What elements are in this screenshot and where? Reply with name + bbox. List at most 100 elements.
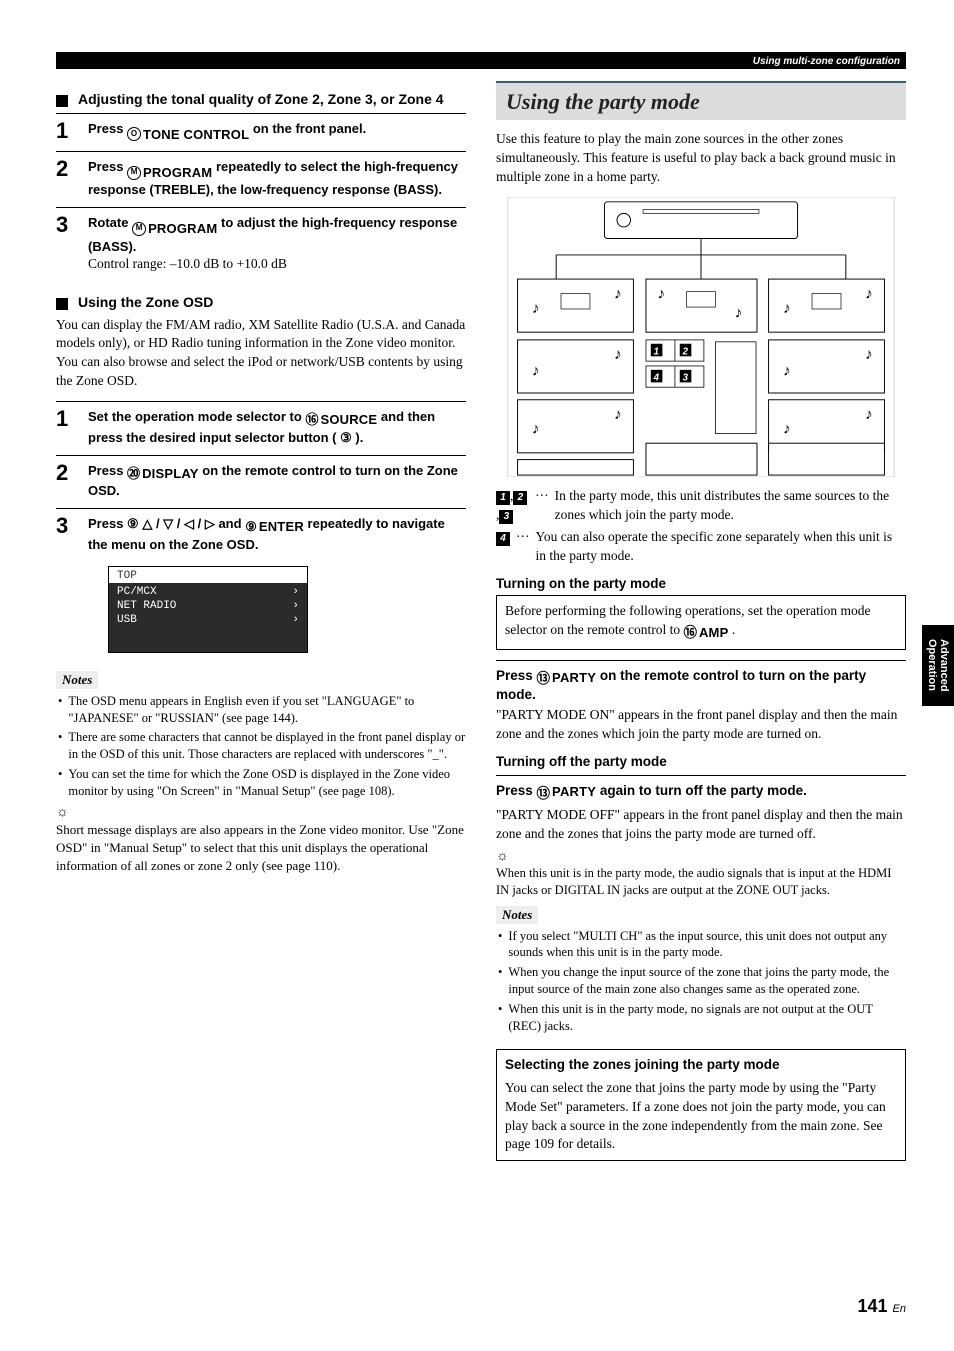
page-suffix: En — [893, 1303, 906, 1315]
left-column: Adjusting the tonal quality of Zone 2, Z… — [56, 81, 466, 1171]
program-label: PROGRAM — [143, 164, 212, 182]
program-button-ref: M PROGRAM — [127, 164, 212, 182]
legend-dots: ··· — [516, 528, 530, 566]
step-1: 1 Press O TONE CONTROL on the front pane… — [56, 120, 466, 143]
notes-label: Notes — [56, 671, 98, 689]
notes-list: If you select "MULTI CH" as the input so… — [498, 928, 906, 1035]
side-tab-line2: Operation — [926, 639, 938, 691]
osd-dark-area: PC/MCX› NET RADIO› USB› — [109, 583, 307, 652]
legend-num: 4 — [496, 528, 510, 566]
notes-list: The OSD menu appears in English even if … — [58, 693, 466, 800]
press-party-on: Press ⑬ PARTY on the remote control to t… — [496, 667, 906, 702]
circled-20-icon: ⑳ — [127, 465, 140, 483]
square-bullet-icon — [56, 95, 68, 107]
legend-dots: ··· — [535, 487, 549, 525]
turn-on-header: Turning on the party mode — [496, 576, 906, 591]
step-number: 3 — [56, 214, 74, 271]
notes-label: Notes — [496, 906, 538, 924]
top-header: Using multi-zone configuration — [56, 52, 906, 69]
sel-box-body: You can select the zone that joins the p… — [505, 1079, 897, 1155]
tone-control-label: TONE CONTROL — [143, 126, 249, 144]
display-label: DISPLAY — [142, 465, 199, 483]
selecting-zones-box: Selecting the zones joining the party mo… — [496, 1049, 906, 1161]
on-body: "PARTY MODE ON" appears in the front pan… — [496, 706, 906, 744]
subhead-zone-osd: Using the Zone OSD — [56, 294, 466, 310]
turn-off-header: Turning off the party mode — [496, 754, 906, 769]
svg-text:♪: ♪ — [614, 285, 622, 302]
control-range: Control range: –10.0 dB to +10.0 dB — [88, 256, 466, 272]
chevron-right-icon: › — [292, 585, 299, 599]
page-num: 141 — [857, 1296, 887, 1316]
legend-row-1: 1,2,3 ··· In the party mode, this unit d… — [496, 487, 906, 525]
circled-16-icon: ⑯ — [683, 624, 697, 643]
room-group: ♪♪ ♪♪ ♪♪ — [518, 279, 885, 332]
note-item: When this unit is in the party mode, no … — [508, 1001, 906, 1035]
header-tagline: Using multi-zone configuration — [56, 54, 906, 69]
step-number: 1 — [56, 120, 74, 143]
legend-nums: 1,2,3 — [496, 487, 529, 525]
circled-3-icon: ③ — [340, 430, 352, 445]
circle-letter-icon: M — [127, 166, 141, 180]
zone-osd-intro: You can display the FM/AM radio, XM Sate… — [56, 316, 466, 392]
party-mode-diagram: ♪♪ ♪♪ ♪♪ ♪♪ ♪♪ 1 1 2 — [496, 197, 906, 477]
party-button-ref: ⑬ PARTY — [537, 667, 597, 687]
square-bullet-icon — [56, 298, 68, 310]
circled-9-icon: ⑨ — [127, 516, 139, 531]
circle-letter-icon: M — [132, 222, 146, 236]
circle-letter-icon: O — [127, 127, 141, 141]
svg-text:♪: ♪ — [614, 406, 622, 423]
ostep1-end: ). — [355, 430, 363, 445]
legend-text: You can also operate the specific zone s… — [536, 528, 907, 566]
osd-row: PC/MCX — [117, 585, 157, 599]
svg-text:♪: ♪ — [532, 300, 540, 317]
circled-9-icon: ⑨ — [245, 518, 257, 536]
note-item: When you change the input source of the … — [508, 964, 906, 998]
note-item: If you select "MULTI CH" as the input so… — [508, 928, 906, 962]
step-number: 3 — [56, 515, 74, 554]
step1-post: on the front panel. — [253, 121, 366, 136]
ostep3-mid: and — [218, 516, 245, 531]
svg-text:♪: ♪ — [783, 300, 791, 317]
svg-text:♪: ♪ — [658, 285, 666, 302]
party-label: PARTY — [552, 784, 596, 799]
step-number: 1 — [56, 408, 74, 447]
circled-16-icon: ⑯ — [305, 411, 318, 429]
source-label: SOURCE — [320, 411, 377, 429]
box-note-post: . — [732, 622, 735, 637]
diagram-svg: ♪♪ ♪♪ ♪♪ ♪♪ ♪♪ 1 1 2 — [496, 197, 906, 477]
ostep2-pre: Press — [88, 463, 127, 478]
enter-label: ENTER — [259, 518, 304, 536]
osd-row: NET RADIO — [117, 599, 176, 613]
press-off-post: again to turn off the party mode. — [600, 783, 807, 798]
svg-text:♪: ♪ — [865, 346, 873, 363]
legend-text: In the party mode, this unit distributes… — [555, 487, 906, 525]
osd-title: TOP — [109, 567, 307, 583]
step3-pre: Rotate — [88, 215, 132, 230]
side-tab-line1: Advanced — [938, 639, 950, 692]
hint-icon — [56, 804, 466, 821]
note-item: The OSD menu appears in English even if … — [68, 693, 466, 727]
tip-body: Short message displays are also appears … — [56, 821, 466, 876]
svg-text:♪: ♪ — [783, 362, 791, 379]
step-number: 2 — [56, 158, 74, 199]
svg-text:3: 3 — [683, 372, 689, 383]
hint-icon — [496, 848, 906, 865]
chevron-right-icon: › — [292, 613, 299, 627]
svg-text:1: 1 — [654, 346, 659, 357]
section-header: Using the party mode — [496, 81, 906, 120]
circled-13-icon: ⑬ — [537, 667, 551, 687]
press-off-pre: Press — [496, 783, 537, 798]
off-body: "PARTY MODE OFF" appears in the front pa… — [496, 806, 906, 844]
step1-pre: Press — [88, 121, 127, 136]
step2-pre: Press — [88, 159, 127, 174]
svg-text:♪: ♪ — [735, 304, 743, 321]
osd-preview: TOP PC/MCX› NET RADIO› USB› — [108, 566, 308, 653]
arrow-glyphs: △ / ▽ / ◁ / ▷ — [142, 516, 215, 531]
display-button-ref: ⑳ DISPLAY — [127, 465, 199, 483]
program-label: PROGRAM — [148, 220, 217, 238]
right-column: Using the party mode Use this feature to… — [496, 81, 906, 1171]
svg-text:♪: ♪ — [532, 420, 540, 437]
chevron-right-icon: › — [292, 599, 299, 613]
operation-mode-note: Before performing the following operatio… — [496, 595, 906, 650]
note-item: You can set the time for which the Zone … — [68, 766, 466, 800]
